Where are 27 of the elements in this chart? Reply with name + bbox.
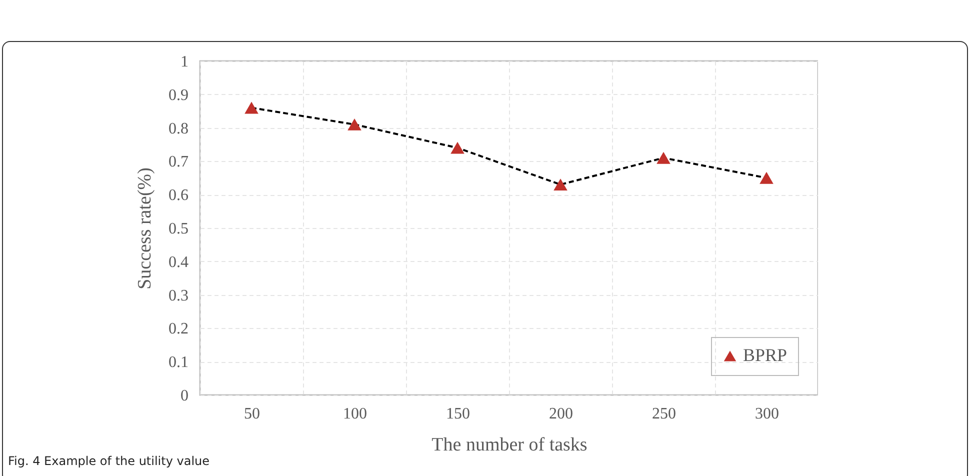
x-tick-label: 200 bbox=[549, 406, 573, 422]
x-tick-label: 100 bbox=[343, 406, 367, 422]
y-tick-label: 1 bbox=[180, 54, 188, 70]
y-axis-title: Success rate(%) bbox=[134, 168, 156, 290]
point bbox=[450, 142, 464, 154]
x-tick-label: 50 bbox=[244, 406, 260, 422]
y-tick-label: 0.4 bbox=[168, 254, 188, 271]
point bbox=[554, 178, 568, 191]
x-tick-label: 250 bbox=[652, 406, 676, 422]
point bbox=[760, 172, 774, 184]
x-axis-title: The number of tasks bbox=[432, 434, 588, 456]
legend-label: BPRP bbox=[743, 345, 788, 365]
point bbox=[348, 118, 362, 130]
y-tick-label: 0 bbox=[180, 388, 188, 404]
y-tick-label: 0.9 bbox=[168, 86, 188, 104]
x-tick-label: 300 bbox=[755, 406, 779, 422]
y-tick-label: 0.3 bbox=[168, 287, 188, 304]
y-tick-label: 0.5 bbox=[168, 220, 188, 238]
y-tick-label: 0.6 bbox=[168, 187, 188, 204]
y-tick-label: 0.2 bbox=[168, 320, 188, 338]
y-tick-label: 0.7 bbox=[168, 154, 188, 171]
y-tick-label: 0.8 bbox=[168, 120, 188, 138]
point bbox=[656, 152, 670, 164]
x-tick-label: 150 bbox=[446, 406, 470, 422]
point bbox=[244, 102, 258, 114]
caption: Fig. 4 Example of the utility value bbox=[8, 454, 210, 468]
y-tick-label: 0.1 bbox=[168, 354, 188, 372]
